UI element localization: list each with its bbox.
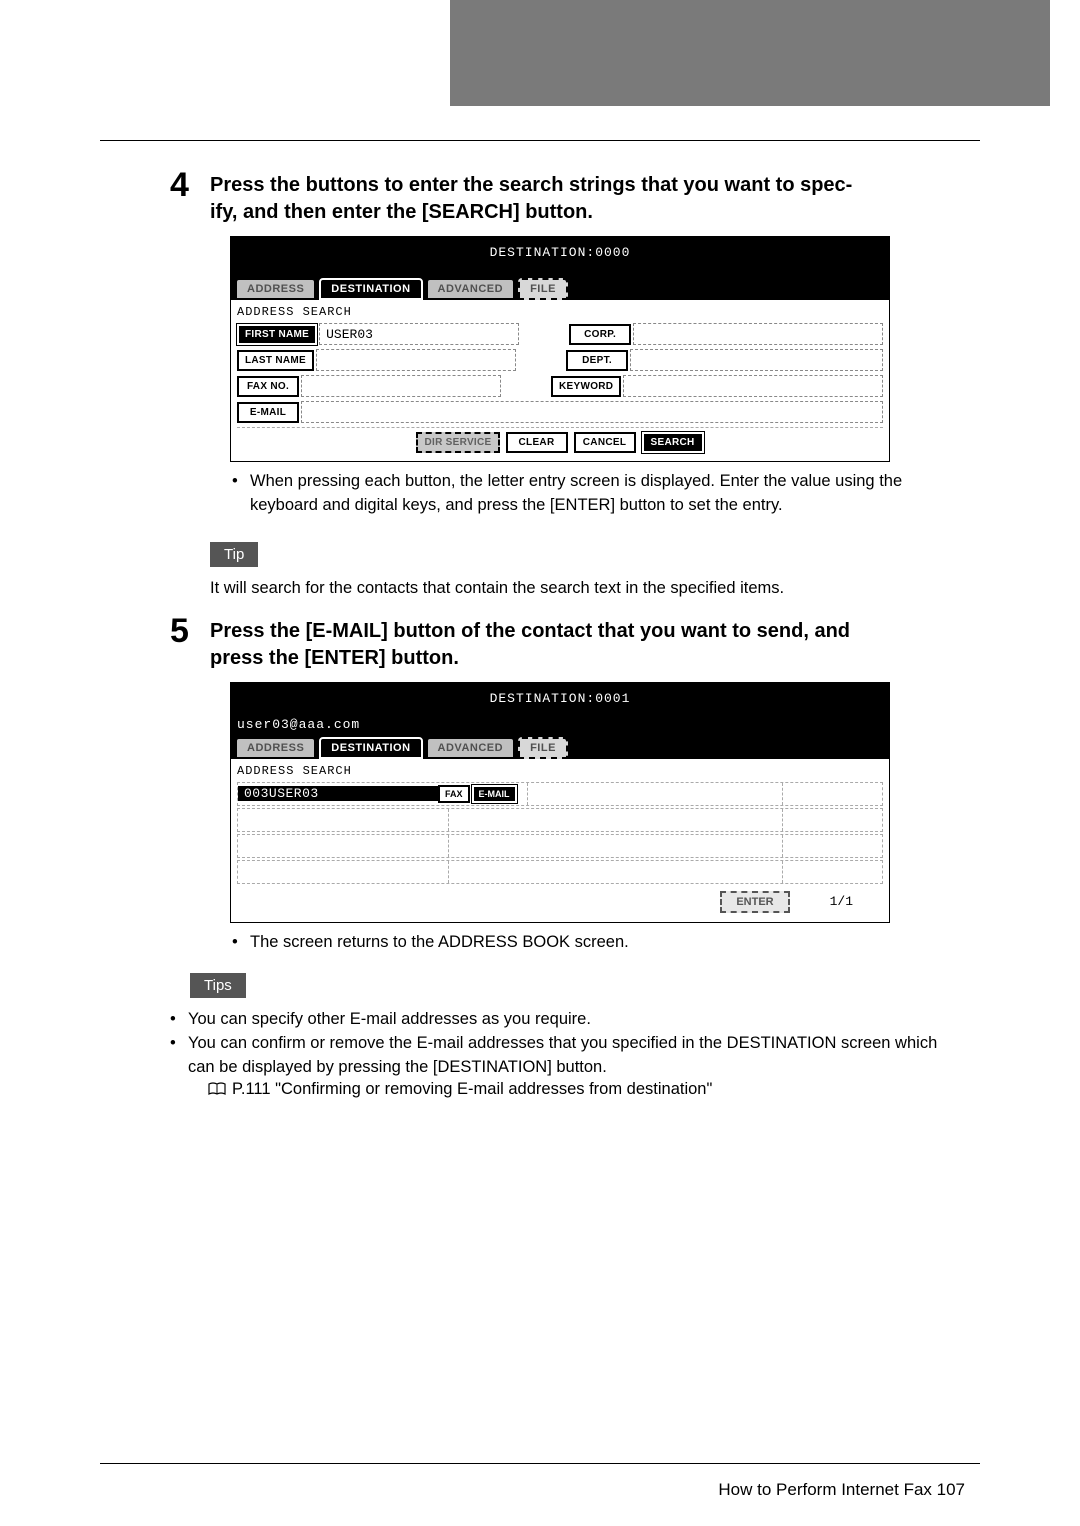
last-name-input[interactable] xyxy=(316,349,516,371)
step-4-bullet-block: When pressing each button, the letter en… xyxy=(232,470,965,518)
scr1-action-row: DIR SERVICE CLEAR CANCEL SEARCH xyxy=(237,427,883,455)
email-input[interactable] xyxy=(301,401,883,423)
step-5-title-line2: press the [ENTER] button. xyxy=(210,647,459,669)
step-5-bullet: The screen returns to the ADDRESS BOOK s… xyxy=(232,931,965,955)
result-name[interactable]: 003USER03 xyxy=(238,786,438,801)
footer-rule xyxy=(100,1463,980,1464)
tab-address[interactable]: ADDRESS xyxy=(235,278,316,300)
tip-label-box: Tip xyxy=(210,542,258,567)
scr2-section-label: ADDRESS SEARCH xyxy=(237,761,883,782)
tab-address-2[interactable]: ADDRESS xyxy=(235,737,316,759)
step-4-bullet: When pressing each button, the letter en… xyxy=(232,470,965,518)
step-5: 5 Press the [E-MAIL] button of the conta… xyxy=(210,618,965,955)
step-5-bullet-block: The screen returns to the ADDRESS BOOK s… xyxy=(232,931,965,955)
step-5-title-line1: Press the [E-MAIL] button of the contact… xyxy=(210,620,850,642)
step-5-title: Press the [E-MAIL] button of the contact… xyxy=(210,618,965,672)
scr1-header: DESTINATION:0000 xyxy=(231,237,889,276)
tips-bullet-1: You can specify other E-mail addresses a… xyxy=(170,1008,965,1032)
first-name-input[interactable]: USER03 xyxy=(319,323,519,345)
scr2-tabs: ADDRESS DESTINATION ADVANCED FILE xyxy=(231,735,889,759)
book-icon xyxy=(208,1082,226,1096)
scr2-email-line: user03@aaa.com xyxy=(231,712,889,735)
corp-input[interactable] xyxy=(633,323,883,345)
result-row-empty-3 xyxy=(237,860,883,884)
reference-line: P.111 "Confirming or removing E-mail add… xyxy=(208,1080,965,1099)
email-button[interactable]: E-MAIL xyxy=(237,402,299,423)
result-fax-button[interactable]: FAX xyxy=(438,785,470,803)
page-indicator: 1/1 xyxy=(830,894,853,909)
step-4-title: Press the buttons to enter the search st… xyxy=(210,172,965,226)
scr2-body: ADDRESS SEARCH 003USER03 FAX E-MAIL xyxy=(231,759,889,922)
scr2-header: DESTINATION:0001 xyxy=(231,683,889,712)
footer-text: How to Perform Internet Fax 107 xyxy=(718,1480,965,1500)
dept-input[interactable] xyxy=(630,349,883,371)
enter-row: ENTER 1/1 xyxy=(237,886,883,916)
result-row-1: 003USER03 FAX E-MAIL xyxy=(237,782,883,806)
result-row-empty-2 xyxy=(237,834,883,858)
tab-file[interactable]: FILE xyxy=(518,278,568,300)
step-5-number: 5 xyxy=(170,612,189,651)
clear-button[interactable]: CLEAR xyxy=(506,432,568,453)
header-gray-block xyxy=(450,0,1050,106)
last-name-button[interactable]: LAST NAME xyxy=(237,350,314,371)
tab-advanced-2[interactable]: ADVANCED xyxy=(426,737,516,759)
reference-text: P.111 "Confirming or removing E-mail add… xyxy=(232,1080,712,1099)
tab-destination[interactable]: DESTINATION xyxy=(319,278,422,300)
fax-no-input[interactable] xyxy=(301,375,501,397)
result-row-empty-1 xyxy=(237,808,883,832)
fax-no-button[interactable]: FAX NO. xyxy=(237,376,299,397)
tab-advanced[interactable]: ADVANCED xyxy=(426,278,516,300)
step-4-title-line1: Press the buttons to enter the search st… xyxy=(210,174,852,196)
tips-section: Tips You can specify other E-mail addres… xyxy=(190,973,965,1099)
result-email-button[interactable]: E-MAIL xyxy=(472,785,517,803)
step-4-number: 4 xyxy=(170,166,189,205)
step-4-title-line2: ify, and then enter the [SEARCH] button. xyxy=(210,201,593,223)
keyword-button[interactable]: KEYWORD xyxy=(551,376,621,397)
dept-button[interactable]: DEPT. xyxy=(566,350,628,371)
top-rule xyxy=(100,140,980,141)
search-button[interactable]: SEARCH xyxy=(642,432,704,453)
enter-button[interactable]: ENTER xyxy=(720,891,789,913)
screenshot-search-form: DESTINATION:0000 ADDRESS DESTINATION ADV… xyxy=(230,236,890,462)
tab-destination-2[interactable]: DESTINATION xyxy=(319,737,422,759)
keyword-input[interactable] xyxy=(623,375,883,397)
step-4: 4 Press the buttons to enter the search … xyxy=(210,172,965,600)
scr1-section-label: ADDRESS SEARCH xyxy=(237,302,883,323)
scr1-tabs: ADDRESS DESTINATION ADVANCED FILE xyxy=(231,276,889,300)
scr1-body: ADDRESS SEARCH FIRST NAME USER03 CORP. L… xyxy=(231,300,889,461)
results-table: 003USER03 FAX E-MAIL xyxy=(237,782,883,884)
cancel-button[interactable]: CANCEL xyxy=(574,432,636,453)
corp-button[interactable]: CORP. xyxy=(569,324,631,345)
tab-file-2[interactable]: FILE xyxy=(518,737,568,759)
dir-service-button[interactable]: DIR SERVICE xyxy=(416,432,499,453)
tips-bullet-2: You can confirm or remove the E-mail add… xyxy=(170,1032,965,1080)
tips-label-box: Tips xyxy=(190,973,246,998)
tip-text: It will search for the contacts that con… xyxy=(210,577,965,600)
main-content: 4 Press the buttons to enter the search … xyxy=(210,172,965,1099)
first-name-button[interactable]: FIRST NAME xyxy=(237,324,317,345)
screenshot-results: DESTINATION:0001 user03@aaa.com ADDRESS … xyxy=(230,682,890,923)
